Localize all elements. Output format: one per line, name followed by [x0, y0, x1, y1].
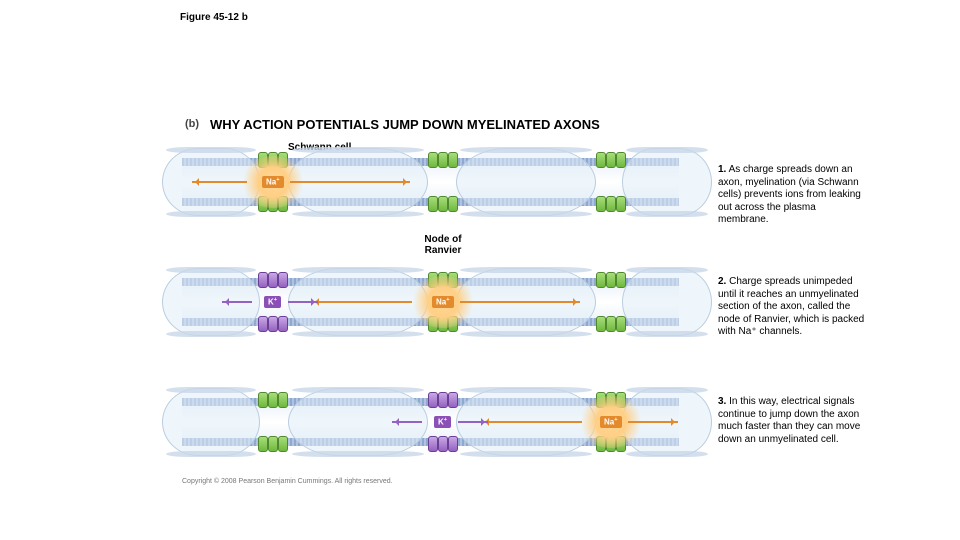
- na-flow-arrow: [482, 421, 582, 423]
- axon-panel-3: K+ Na+: [182, 380, 679, 464]
- na-channel-icon: [438, 196, 448, 212]
- na-channel-icon: [428, 196, 438, 212]
- na-channel-icon: [606, 272, 616, 288]
- na-flow-arrow: [312, 301, 412, 303]
- na-ion-label: Na+: [262, 176, 284, 188]
- na-channel-icon: [278, 392, 288, 408]
- na-channel-icon: [268, 436, 278, 452]
- step-3-num: 3.: [718, 396, 726, 407]
- step-3-text: 3. In this way, electrical signals conti…: [718, 396, 868, 446]
- schwann-cell: [162, 388, 260, 456]
- na-flow-arrow: [628, 421, 678, 423]
- copyright-text: Copyright © 2008 Pearson Benjamin Cummin…: [182, 478, 393, 485]
- na-flow-arrow: [460, 301, 580, 303]
- na-flow-arrow: [192, 181, 247, 183]
- na-channel-icon: [616, 316, 626, 332]
- k-channel-icon: [268, 316, 278, 332]
- k-flow-arrow: [392, 421, 422, 423]
- na-channel-icon: [428, 152, 438, 168]
- schwann-cell: [622, 268, 712, 336]
- k-flow-arrow: [222, 301, 252, 303]
- axon-panel-1: Na+: [182, 140, 679, 224]
- na-channel-icon: [606, 316, 616, 332]
- k-channel-icon: [268, 272, 278, 288]
- na-flow-arrow: [290, 181, 410, 183]
- na-ion-label: Na+: [432, 296, 454, 308]
- na-channel-icon: [596, 272, 606, 288]
- k-ion-label: K+: [434, 416, 451, 428]
- k-channel-icon: [428, 392, 438, 408]
- step-3-body: In this way, electrical signals continue…: [718, 396, 860, 445]
- na-channel-icon: [606, 152, 616, 168]
- schwann-cell: [622, 148, 712, 216]
- k-ion-label: K+: [264, 296, 281, 308]
- na-channel-icon: [616, 196, 626, 212]
- step-1-text: 1. As charge spreads down an axon, myeli…: [718, 164, 868, 227]
- na-channel-icon: [268, 392, 278, 408]
- na-channel-icon: [616, 272, 626, 288]
- step-1-body: As charge spreads down an axon, myelinat…: [718, 164, 861, 225]
- k-channel-icon: [438, 392, 448, 408]
- k-flow-arrow: [458, 421, 488, 423]
- step-1-num: 1.: [718, 164, 726, 175]
- k-flow-arrow: [288, 301, 318, 303]
- na-channel-icon: [258, 392, 268, 408]
- na-channel-icon: [596, 316, 606, 332]
- na-channel-icon: [596, 152, 606, 168]
- schwann-cell: [456, 148, 596, 216]
- k-channel-icon: [258, 316, 268, 332]
- k-channel-icon: [258, 272, 268, 288]
- step-2-num: 2.: [718, 276, 726, 287]
- node-label: Node of Ranvier: [413, 234, 473, 256]
- na-ion-label: Na+: [600, 416, 622, 428]
- k-channel-icon: [278, 272, 288, 288]
- na-channel-icon: [258, 436, 268, 452]
- na-channel-icon: [596, 196, 606, 212]
- na-channel-icon: [606, 196, 616, 212]
- na-channel-icon: [278, 436, 288, 452]
- k-channel-icon: [438, 436, 448, 452]
- na-channel-icon: [616, 152, 626, 168]
- section-marker: (b): [185, 118, 199, 130]
- step-2-body: Charge spreads unimpeded until it reache…: [718, 276, 864, 337]
- k-channel-icon: [278, 316, 288, 332]
- k-channel-icon: [448, 436, 458, 452]
- section-title: WHY ACTION POTENTIALS JUMP DOWN MYELINAT…: [210, 117, 600, 132]
- k-channel-icon: [428, 436, 438, 452]
- axon-panel-2: K+ Na+: [182, 260, 679, 344]
- step-2-text: 2. Charge spreads unimpeded until it rea…: [718, 276, 868, 339]
- na-channel-icon: [438, 152, 448, 168]
- na-channel-icon: [448, 196, 458, 212]
- na-channel-icon: [448, 152, 458, 168]
- figure-label: Figure 45-12 b: [180, 12, 248, 23]
- k-channel-icon: [448, 392, 458, 408]
